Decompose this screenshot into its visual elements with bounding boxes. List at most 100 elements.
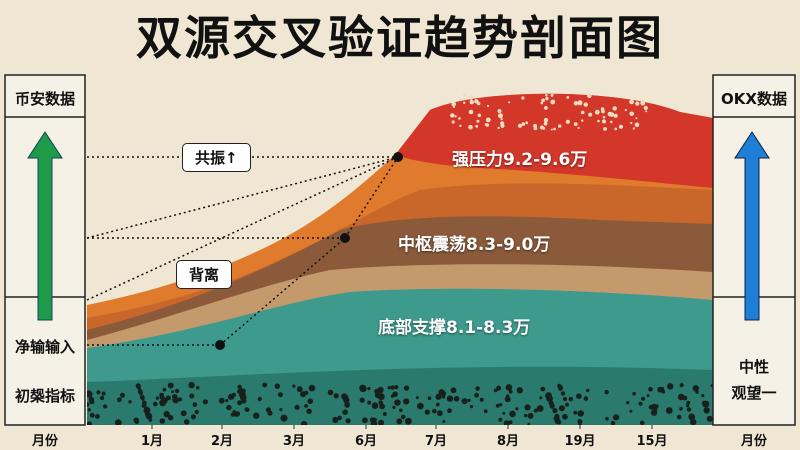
texture-dot bbox=[294, 404, 300, 410]
texture-dot bbox=[117, 397, 122, 403]
texture-dot bbox=[508, 389, 513, 394]
texture-dot bbox=[629, 99, 634, 105]
texture-dot bbox=[237, 400, 243, 406]
texture-dot bbox=[645, 110, 648, 113]
texture-dot bbox=[516, 387, 523, 394]
x-tick-label: 7月 bbox=[424, 434, 448, 449]
texture-dot bbox=[143, 403, 147, 407]
strata bbox=[87, 93, 713, 425]
texture-dot bbox=[527, 422, 531, 425]
texture-dot bbox=[562, 396, 568, 402]
texture-dot bbox=[245, 408, 250, 412]
texture-dot bbox=[327, 389, 334, 396]
texture-dot bbox=[498, 113, 503, 119]
texture-dot bbox=[405, 417, 412, 425]
texture-dot bbox=[469, 100, 474, 105]
texture-dot bbox=[463, 93, 467, 98]
panel-label: 中性 bbox=[738, 358, 769, 376]
texture-dot bbox=[188, 381, 195, 389]
texture-dot bbox=[509, 410, 516, 418]
texture-dot bbox=[641, 396, 646, 401]
texture-dot bbox=[638, 401, 643, 406]
texture-dot bbox=[139, 391, 143, 396]
texture-dot bbox=[463, 97, 467, 101]
texture-dot bbox=[558, 405, 565, 412]
texture-dot bbox=[148, 418, 153, 422]
texture-dot bbox=[114, 419, 122, 425]
texture-dot bbox=[279, 408, 283, 412]
texture-dot bbox=[499, 403, 503, 407]
texture-dot bbox=[468, 109, 474, 115]
texture-dot bbox=[458, 117, 461, 120]
texture-dot bbox=[265, 407, 271, 413]
texture-dot bbox=[626, 400, 630, 405]
texture-dot bbox=[189, 393, 195, 399]
texture-dot bbox=[468, 124, 473, 130]
texture-dot bbox=[635, 101, 640, 106]
layer-label: 底部支撑8.1-8.3万 bbox=[378, 318, 531, 338]
texture-dot bbox=[399, 408, 403, 413]
panel-label: 初椝指标 bbox=[14, 387, 75, 405]
texture-dot bbox=[667, 383, 674, 390]
texture-dot bbox=[415, 396, 419, 400]
texture-dot bbox=[395, 400, 401, 406]
texture-dot bbox=[171, 390, 174, 394]
texture-dot bbox=[373, 417, 377, 422]
texture-dot bbox=[180, 410, 187, 417]
texture-dot bbox=[603, 121, 606, 124]
layer-label: 中枢震荡8.3-9.0万 bbox=[398, 235, 551, 255]
texture-dot bbox=[382, 412, 387, 416]
texture-dot bbox=[345, 418, 351, 424]
annotation: 共振↑ bbox=[182, 143, 251, 172]
texture-dot bbox=[438, 389, 445, 396]
texture-dot bbox=[277, 392, 283, 398]
texture-dot bbox=[308, 384, 316, 392]
texture-dot bbox=[202, 399, 208, 405]
texture-dot bbox=[545, 94, 548, 97]
texture-dot bbox=[539, 396, 543, 400]
texture-dot bbox=[101, 391, 106, 396]
texture-dot bbox=[706, 415, 713, 422]
texture-dot bbox=[654, 404, 659, 409]
texture-dot bbox=[240, 388, 246, 394]
texture-dot bbox=[632, 391, 636, 396]
texture-dot bbox=[96, 390, 101, 395]
x-tick-label: 1月 bbox=[140, 434, 164, 449]
texture-dot bbox=[435, 393, 442, 400]
texture-dot bbox=[476, 119, 480, 123]
texture-dot bbox=[159, 418, 166, 424]
texture-dot bbox=[527, 412, 534, 419]
texture-dot bbox=[580, 110, 585, 115]
texture-dot bbox=[648, 386, 653, 392]
texture-dot bbox=[546, 395, 553, 402]
texture-dot bbox=[451, 101, 457, 107]
texture-dot bbox=[573, 122, 578, 126]
texture-dot bbox=[665, 407, 673, 414]
texture-dot bbox=[549, 403, 555, 409]
texture-dot bbox=[467, 398, 471, 403]
texture-dot bbox=[403, 385, 410, 391]
texture-dot bbox=[469, 405, 474, 409]
x-tick-label: 6月 bbox=[354, 434, 378, 449]
texture-dot bbox=[577, 100, 583, 106]
texture-dot bbox=[521, 122, 526, 126]
texture-dot bbox=[504, 396, 511, 403]
texture-dot bbox=[486, 104, 490, 108]
texture-dot bbox=[508, 101, 511, 104]
texture-dot bbox=[453, 396, 460, 402]
texture-dot bbox=[459, 124, 462, 128]
texture-dot bbox=[392, 405, 396, 410]
texture-dot bbox=[524, 404, 531, 411]
texture-dot bbox=[396, 418, 403, 425]
texture-dot bbox=[643, 105, 648, 110]
texture-dot bbox=[573, 101, 579, 106]
texture-dot bbox=[367, 400, 372, 405]
texture-dot bbox=[178, 397, 183, 402]
texture-dot bbox=[613, 113, 618, 118]
texture-dot bbox=[141, 397, 145, 401]
texture-dot bbox=[240, 394, 247, 401]
texture-dot bbox=[371, 402, 379, 410]
texture-dot bbox=[190, 414, 196, 420]
